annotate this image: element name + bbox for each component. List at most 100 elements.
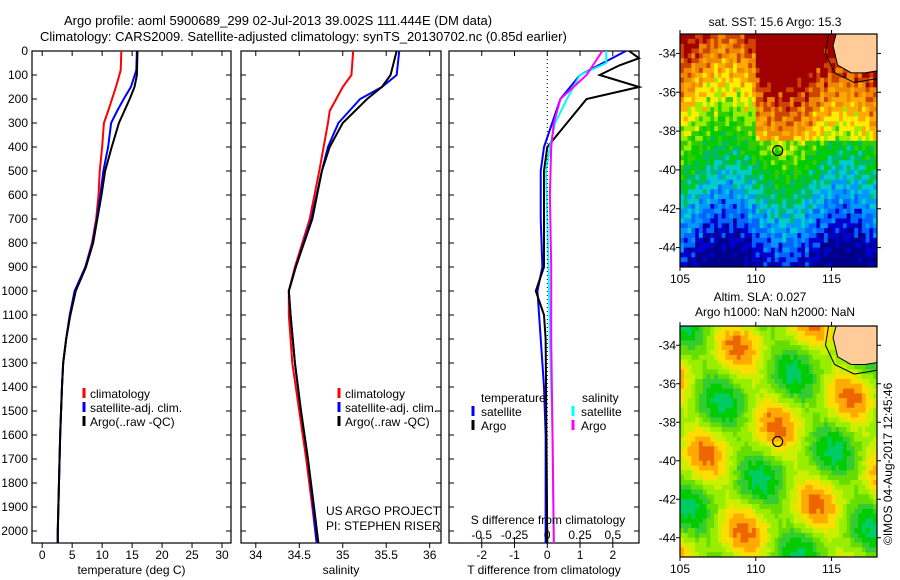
map-cell — [725, 189, 730, 195]
map-cell — [729, 174, 734, 181]
map-cell — [789, 460, 795, 467]
map-cell — [789, 111, 795, 118]
map-cell — [786, 431, 791, 438]
map-cell — [805, 179, 810, 185]
map-cell — [748, 101, 753, 108]
map-cell — [854, 97, 859, 103]
map-cell — [687, 460, 692, 467]
map-cell — [770, 359, 776, 365]
map-cell — [755, 383, 761, 390]
map-cell — [797, 513, 802, 519]
map-cell — [835, 82, 840, 88]
map-cell — [861, 145, 867, 151]
map-cell — [786, 155, 791, 161]
map-cell — [717, 441, 723, 447]
map-cell — [683, 340, 689, 346]
map-cell — [721, 247, 726, 253]
map-cell — [797, 350, 802, 356]
map-cell — [740, 252, 745, 258]
x2-axis-label: S difference from climatology — [471, 513, 626, 527]
map-cell — [725, 67, 730, 74]
map-cell — [725, 140, 730, 147]
map-cell — [782, 398, 787, 404]
map-cell — [846, 470, 851, 476]
map-cell — [789, 228, 795, 234]
map-cell — [721, 34, 726, 40]
map-cell — [698, 407, 704, 414]
map-cell — [717, 326, 723, 332]
map-cell — [740, 475, 745, 481]
map-cell — [797, 359, 802, 365]
map-cell — [778, 369, 783, 375]
map-cell — [721, 82, 726, 88]
map-cell — [714, 369, 719, 375]
map-cell — [816, 58, 821, 64]
map-cell — [801, 350, 806, 356]
map-cell — [774, 262, 779, 268]
map-cell — [736, 155, 742, 161]
map-cell — [695, 228, 700, 234]
map-cell — [717, 484, 723, 491]
map-cell — [778, 528, 783, 534]
map-cell — [835, 67, 840, 74]
map-cell — [816, 53, 821, 59]
map-cell — [789, 412, 795, 418]
map-cell — [702, 451, 708, 457]
map-cell — [744, 97, 749, 103]
map-cell — [751, 359, 757, 365]
map-cell — [725, 484, 730, 491]
map-cell — [683, 252, 689, 258]
map-cell — [842, 417, 848, 423]
map-cell — [816, 364, 821, 370]
map-cell — [789, 67, 795, 74]
map-cell — [789, 330, 795, 337]
map-cell — [710, 257, 715, 263]
map-cell — [823, 470, 829, 476]
map-cell — [706, 63, 711, 69]
map-cell — [683, 257, 689, 263]
map-cell — [827, 223, 833, 229]
map-cell — [808, 412, 814, 418]
map-cell — [721, 63, 726, 69]
map-cell — [831, 369, 836, 375]
map-cell — [698, 184, 704, 190]
map-cell — [733, 53, 738, 59]
map-cell — [721, 504, 726, 510]
map-cell — [808, 257, 814, 263]
map-cell — [736, 518, 742, 524]
map-cell — [755, 378, 761, 385]
map-cell — [831, 455, 836, 462]
map-cell — [717, 145, 723, 151]
map-cell — [816, 165, 821, 171]
map-cell — [751, 378, 757, 385]
map-cell — [702, 436, 708, 442]
map-cell — [778, 252, 783, 258]
map-cell — [748, 374, 753, 380]
map-cell — [873, 247, 878, 253]
map-cell — [733, 422, 738, 428]
map-cell — [680, 116, 685, 122]
map-cell — [759, 326, 764, 332]
map-cell — [721, 455, 726, 462]
map-cell — [714, 233, 719, 239]
map-cell — [793, 97, 798, 103]
map-cell — [763, 374, 768, 380]
map-cell — [714, 208, 719, 215]
map-cell — [763, 228, 768, 234]
map-cell — [687, 441, 692, 447]
map-cell — [706, 489, 711, 495]
map-cell — [759, 330, 764, 337]
map-cell — [786, 77, 791, 84]
map-cell — [736, 140, 742, 147]
map-cell — [858, 518, 863, 524]
map-cell — [831, 508, 836, 515]
map-cell — [801, 475, 806, 481]
map-cell — [748, 364, 753, 370]
map-cell — [687, 528, 692, 534]
map-cell — [827, 412, 833, 418]
map-cell — [850, 431, 855, 438]
map-cell — [861, 233, 867, 239]
map-cell — [683, 135, 689, 142]
map-cell — [854, 436, 859, 442]
map-cell — [823, 475, 829, 481]
